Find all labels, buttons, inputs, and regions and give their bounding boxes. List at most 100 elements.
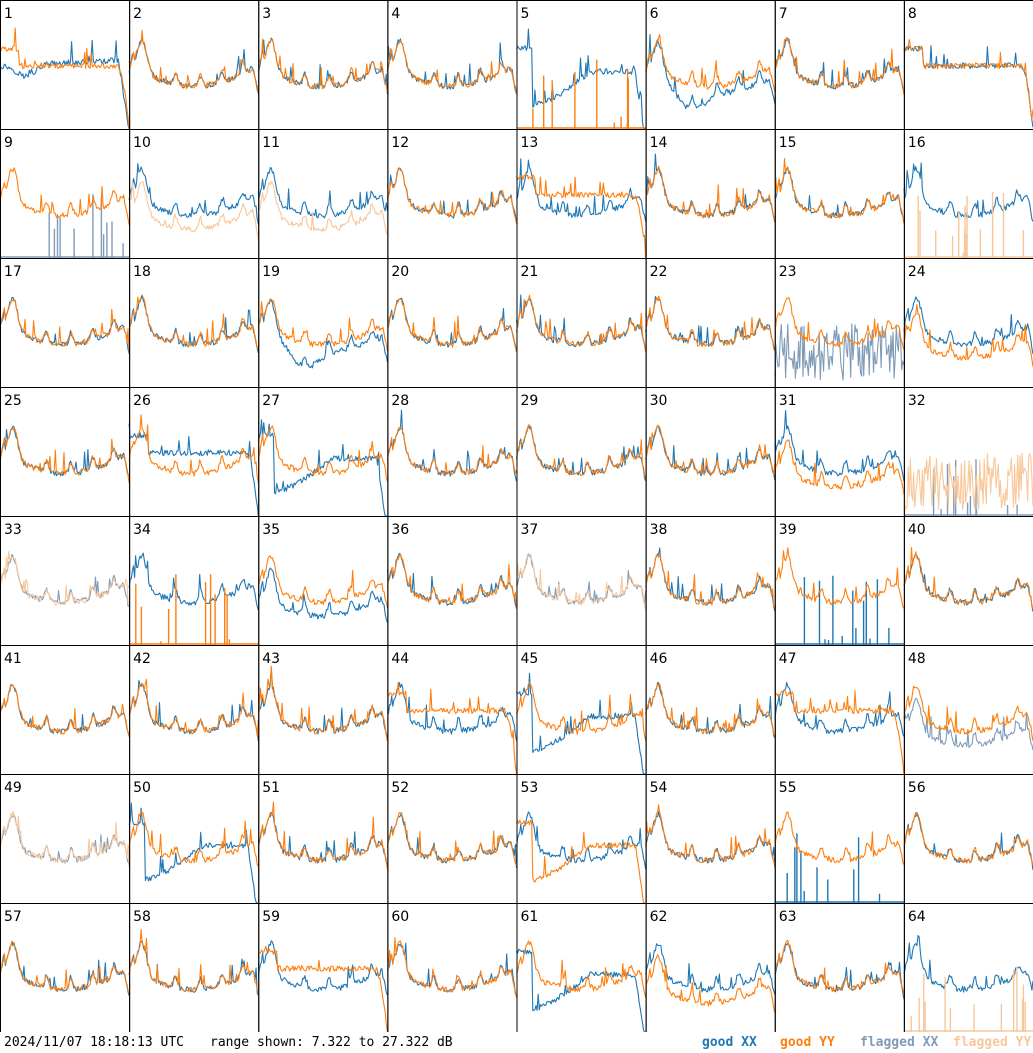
panel-label: 64 [908,909,926,925]
panel-24: 24 [903,258,1033,388]
panel-38: 38 [645,516,776,646]
panel-label: 34 [133,522,151,538]
series-xx-38 [645,547,776,612]
series-yy-4 [386,39,518,95]
series-yy-3 [257,38,388,93]
panel-13: 13 [515,129,647,259]
series-yy-14 [645,165,776,222]
series-xx-53 [515,811,647,870]
panel-label: 61 [521,909,539,925]
panel-53: 53 [515,774,647,904]
panel-37: 37 [515,516,647,646]
panel-label: 9 [4,135,13,151]
panel-label: 29 [521,393,539,409]
series-yy-18 [128,296,259,349]
series-xx-19 [257,299,388,369]
series-xx-58 [128,940,259,996]
series-yy-63 [774,939,905,995]
series-xx-49 [0,814,130,865]
series-xx-13 [516,158,647,222]
series-xx-59 [257,940,388,996]
series-yy-64 [903,966,1033,1032]
panel-47: 47 [774,645,905,775]
panel-48: 48 [903,645,1033,775]
panel-frame [903,903,1033,1032]
panel-49: 49 [0,774,131,904]
series-yy-2 [128,29,259,94]
series-yy-46 [645,683,776,737]
panel-label: 10 [133,135,151,151]
panel-label: 21 [521,264,539,280]
series-yy-61 [515,940,647,998]
series-yy-1 [0,27,130,130]
panel-label: 41 [4,651,22,667]
panel-34: 34 [128,516,260,646]
panel-19: 19 [257,258,389,388]
legend-flagged-xx: flagged XX [860,1035,939,1050]
panel-29: 29 [515,387,647,517]
legend-good-xx: good XX [702,1035,757,1050]
panel-27: 27 [257,387,389,517]
panel-12: 12 [386,129,518,259]
series-xx-6 [645,33,776,110]
series-yy-17 [0,299,130,352]
panel-label: 51 [262,780,280,796]
series-yy-60 [386,936,518,999]
series-yy-25 [0,427,130,484]
panel-7: 7 [774,0,905,130]
series-xx-44 [387,682,518,741]
series-yy-6 [645,34,776,93]
series-yy-44 [386,681,518,775]
series-xx-35 [257,567,388,623]
panel-label: 59 [262,909,280,925]
panel-54: 54 [645,774,776,904]
panel-label: 19 [262,264,280,280]
series-yy-37 [515,554,647,610]
series-yy-27 [257,425,388,482]
footer: 2024/11/07 18:18:13 UTC range shown: 7.3… [0,1033,1033,1053]
panel-21: 21 [515,258,647,388]
series-xx-37 [515,553,647,605]
panel-label: 44 [391,651,409,667]
panel-30: 30 [645,387,776,517]
panel-label: 8 [908,6,917,22]
panel-label: 39 [779,522,797,538]
panel-62: 62 [645,903,776,1032]
panel-label: 56 [908,780,926,796]
panel-label: 7 [779,6,788,22]
series-yy-48 [903,685,1033,742]
panel-2: 2 [128,0,260,130]
panel-14: 14 [645,129,776,259]
panel-39: 39 [774,516,905,646]
panel-label: 62 [650,909,668,925]
panel-57: 57 [0,903,131,1032]
series-yy-10 [128,181,259,239]
series-xx-27 [257,419,388,517]
panel-40: 40 [903,516,1033,646]
panel-label: 13 [521,135,539,151]
series-yy-42 [128,678,259,737]
series-xx-9 [0,194,130,258]
series-xx-34 [128,552,259,610]
panel-42: 42 [128,645,260,775]
series-yy-15 [774,158,905,224]
panel-9: 9 [0,129,131,259]
series-xx-64 [903,934,1033,993]
series-yy-30 [645,424,776,477]
panel-label: 3 [262,6,271,22]
panel-36: 36 [386,516,518,646]
panel-label: 28 [391,393,409,409]
panel-31: 31 [774,387,905,517]
panel-label: 57 [4,909,22,925]
panel-label: 49 [4,780,22,796]
series-xx-24 [903,296,1033,355]
series-xx-50 [128,802,259,904]
panel-33: 33 [0,516,131,646]
series-yy-16 [903,192,1033,258]
panel-label: 53 [521,780,539,796]
panel-label: 22 [650,264,668,280]
panel-label: 15 [779,135,797,151]
panel-label: 30 [650,393,668,409]
series-xx-39 [774,575,904,645]
